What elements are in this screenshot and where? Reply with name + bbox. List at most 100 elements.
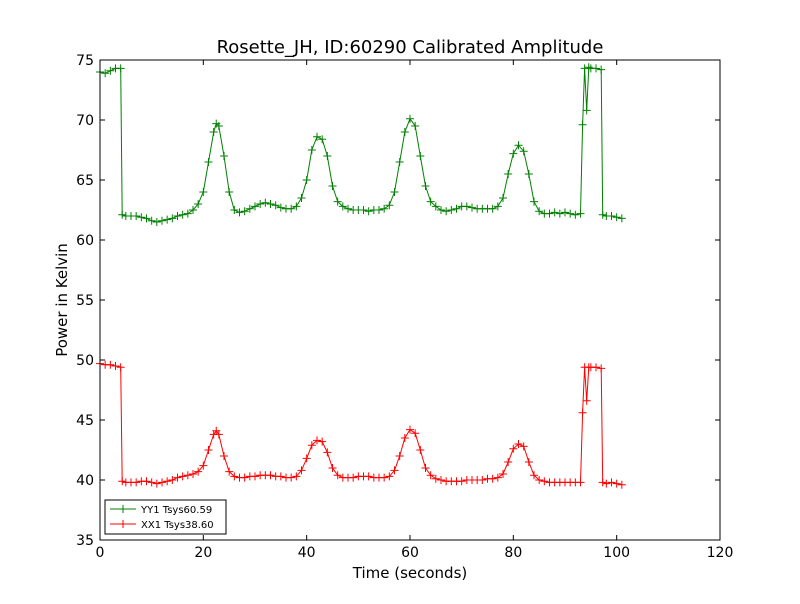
data-point bbox=[328, 182, 337, 190]
data-point bbox=[576, 209, 585, 218]
ticks-layer: 0 20 40 60 80 100 120 35 40 45 50 55 60 65 70 75 bbox=[76, 53, 733, 561]
data-point bbox=[266, 200, 275, 208]
y-tick-label: 45 bbox=[76, 413, 94, 429]
data-point bbox=[287, 204, 296, 213]
data-point bbox=[447, 206, 456, 214]
data-point bbox=[437, 206, 445, 214]
data-point bbox=[431, 202, 440, 211]
data-point bbox=[323, 152, 332, 160]
data-point bbox=[452, 204, 461, 213]
data-point bbox=[488, 204, 497, 213]
plot-frame bbox=[99, 59, 721, 541]
data-point bbox=[406, 425, 414, 434]
data-point bbox=[163, 215, 172, 224]
y-tick-label: 65 bbox=[76, 173, 94, 189]
series-2 bbox=[96, 359, 626, 489]
data-point bbox=[251, 472, 259, 481]
data-point bbox=[142, 214, 151, 223]
data-point bbox=[158, 478, 166, 487]
data-point bbox=[230, 206, 239, 214]
data-point bbox=[612, 479, 621, 488]
data-point bbox=[380, 473, 389, 482]
data-point bbox=[240, 207, 249, 216]
data-point bbox=[225, 467, 234, 476]
data-point bbox=[344, 204, 352, 213]
x-tick-label: 60 bbox=[401, 545, 419, 561]
y-tick-label: 50 bbox=[76, 353, 94, 369]
x-tick-label: 0 bbox=[96, 545, 105, 561]
data-point bbox=[519, 147, 528, 156]
data-point bbox=[514, 141, 523, 150]
data-point bbox=[530, 471, 538, 480]
data-point bbox=[442, 207, 451, 216]
data-point bbox=[411, 429, 420, 438]
data-point bbox=[116, 64, 125, 73]
data-point bbox=[514, 440, 523, 448]
data-point bbox=[313, 436, 321, 445]
data-point bbox=[504, 458, 513, 466]
data-point bbox=[297, 466, 306, 475]
data-point bbox=[225, 188, 234, 196]
data-point bbox=[602, 479, 611, 488]
y-tick-label: 55 bbox=[76, 293, 94, 309]
data-point bbox=[416, 446, 425, 454]
data-point bbox=[576, 478, 585, 487]
data-point bbox=[592, 363, 600, 372]
data-point bbox=[251, 202, 259, 211]
x-tick-label: 120 bbox=[707, 545, 734, 561]
data-point bbox=[313, 132, 321, 141]
y-tick-label: 75 bbox=[76, 53, 94, 69]
data-point bbox=[359, 206, 368, 214]
data-point bbox=[168, 214, 177, 223]
data-point bbox=[385, 472, 394, 481]
data-point bbox=[578, 408, 587, 417]
data-point bbox=[307, 146, 316, 154]
data-point bbox=[499, 470, 507, 478]
data-point bbox=[550, 208, 559, 217]
data-point bbox=[598, 210, 607, 219]
data-point bbox=[302, 454, 311, 463]
data-point bbox=[426, 471, 435, 480]
legend-box bbox=[104, 499, 227, 535]
data-point bbox=[349, 473, 358, 482]
legend-label: YY1 Tsys60.59 bbox=[140, 505, 212, 516]
data-point bbox=[235, 208, 244, 217]
data-point bbox=[416, 152, 425, 160]
data-point bbox=[426, 197, 435, 206]
data-point bbox=[118, 210, 127, 219]
data-point bbox=[578, 120, 587, 129]
data-point bbox=[571, 210, 580, 219]
data-point bbox=[116, 363, 125, 372]
data-point bbox=[437, 476, 445, 484]
data-point bbox=[302, 176, 311, 184]
x-tick-label: 40 bbox=[298, 545, 316, 561]
data-point bbox=[328, 464, 337, 472]
data-point bbox=[214, 430, 223, 439]
data-point bbox=[292, 202, 301, 211]
data-point bbox=[256, 200, 265, 208]
data-point bbox=[178, 472, 187, 481]
data-point bbox=[421, 182, 430, 190]
data-point bbox=[101, 69, 110, 78]
data-point bbox=[318, 135, 327, 144]
data-point bbox=[230, 472, 239, 481]
data-point bbox=[545, 209, 554, 218]
data-point bbox=[158, 216, 166, 225]
x-tick-label: 20 bbox=[194, 545, 212, 561]
legend-label: XX1 Tsys38.60 bbox=[141, 520, 214, 531]
data-point bbox=[118, 477, 127, 486]
data-point bbox=[493, 202, 502, 211]
data-point bbox=[168, 476, 177, 484]
data-point bbox=[400, 434, 409, 442]
data-point bbox=[364, 472, 373, 481]
data-point bbox=[582, 396, 591, 405]
legend: YY1 Tsys60.59 XX1 Tsys38.60 bbox=[104, 499, 227, 535]
data-point bbox=[276, 472, 285, 481]
data-point bbox=[535, 207, 544, 216]
data-point bbox=[395, 158, 404, 166]
data-point bbox=[297, 194, 306, 202]
data-point bbox=[333, 471, 342, 480]
data-point bbox=[457, 477, 466, 486]
data-point bbox=[380, 204, 389, 213]
data-point bbox=[411, 122, 420, 130]
